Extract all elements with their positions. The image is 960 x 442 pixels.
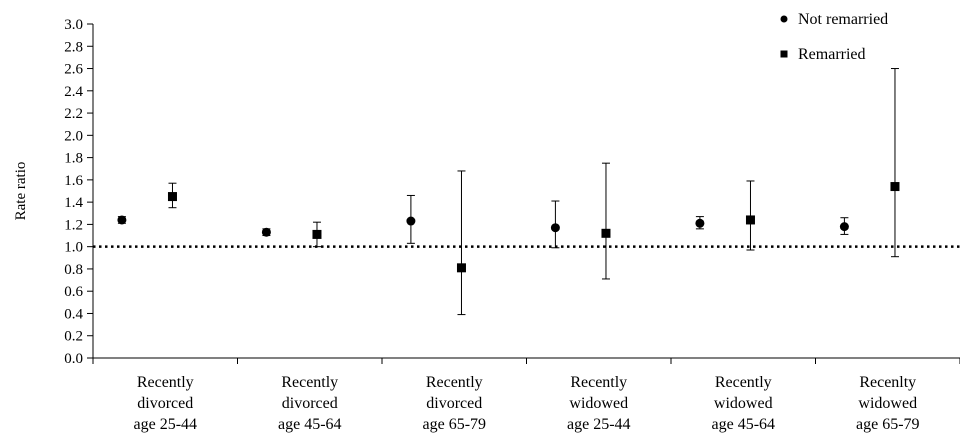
x-category-label: divorced (282, 395, 338, 412)
x-category-label: widowed (569, 395, 628, 412)
x-category-label: Recently (570, 374, 627, 391)
y-tick-label: 0.0 (64, 351, 83, 367)
y-tick-label: 1.4 (64, 195, 83, 211)
x-category-label: age 45-64 (278, 416, 342, 433)
x-category-label: Recently (715, 374, 772, 391)
point-not-remarried (839, 222, 849, 232)
y-tick-label: 1.6 (64, 173, 83, 189)
y-axis-title: Rate ratio (13, 162, 29, 221)
point-not-remarried (550, 223, 560, 233)
y-tick-label: 1.8 (64, 151, 83, 167)
y-tick-label: 0.8 (64, 262, 83, 278)
y-tick-label: 1.0 (64, 240, 83, 256)
x-category-label: age 25-44 (567, 416, 631, 433)
legend-marker-circle (780, 15, 788, 23)
point-not-remarried (117, 215, 127, 225)
x-category-label: widowed (714, 395, 773, 412)
x-category-label: Recently (426, 374, 483, 391)
y-tick-label: 2.4 (64, 84, 83, 100)
x-category-label: age 45-64 (711, 416, 775, 433)
legend-label: Remarried (798, 46, 866, 63)
plot-area: 0.0 0.2 0.4 0.6 0.8 1.0 1.2 1.4 1.6 1.8 2.0 2.2 2.4 2… (13, 11, 960, 433)
y-tick-label: 0.4 (64, 306, 83, 322)
legend-label: Not remarried (798, 11, 888, 28)
point-not-remarried (261, 227, 271, 237)
y-tick-label: 2.6 (64, 62, 83, 78)
y-tick-label: 2.8 (64, 39, 83, 55)
x-category-label: Recently (281, 374, 338, 391)
y-tick-label: 1.2 (64, 217, 83, 233)
point-remarried (456, 263, 466, 273)
point-not-remarried (695, 218, 705, 228)
point-remarried (312, 229, 322, 239)
point-remarried (745, 215, 755, 225)
x-category-label: Recenlty (859, 374, 916, 391)
legend-marker-square (780, 50, 788, 58)
y-tick-label: 0.2 (64, 329, 83, 345)
x-category-label: widowed (858, 395, 917, 412)
y-tick-label: 0.6 (64, 284, 83, 300)
x-category-label: age 65-79 (422, 416, 486, 433)
x-category-label: divorced (426, 395, 482, 412)
point-remarried (601, 228, 611, 238)
x-category-label: age 25-44 (133, 416, 197, 433)
y-tick-label: 2.0 (64, 128, 83, 144)
y-tick-label: 2.2 (64, 106, 83, 122)
point-not-remarried (406, 216, 416, 226)
point-remarried (167, 192, 177, 202)
x-category-label: divorced (137, 395, 193, 412)
x-category-label: Recently (137, 374, 194, 391)
y-tick-label: 3.0 (64, 17, 83, 33)
x-category-label: age 65-79 (856, 416, 920, 433)
point-remarried (890, 182, 900, 192)
